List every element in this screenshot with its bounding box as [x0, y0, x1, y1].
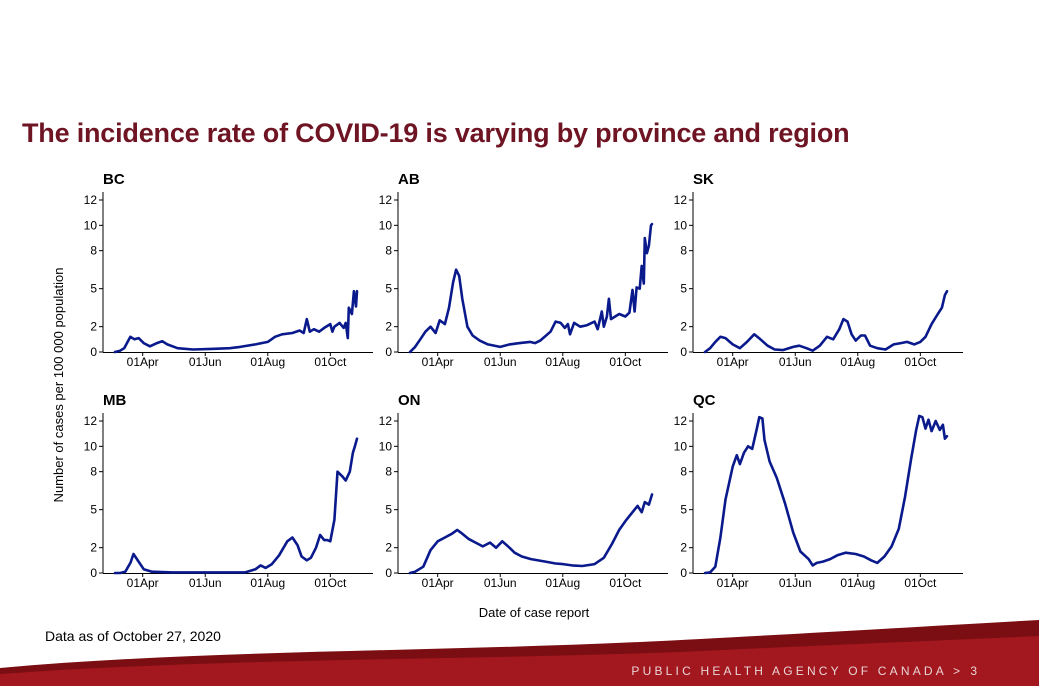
y-tick-label: 5: [385, 503, 392, 517]
footer-separator: >: [952, 664, 960, 678]
panel-label: MB: [103, 392, 126, 409]
y-tick-label: 10: [674, 218, 688, 232]
x-tick-label: 01Aug: [545, 576, 580, 590]
y-tick-label: 10: [84, 439, 98, 453]
y-tick-label: 5: [90, 503, 97, 517]
y-tick-label: 2: [90, 541, 97, 555]
incidence-line-ab: [408, 222, 654, 354]
panel-on: ON 0 2 5 8 10 12 01Apr 01Jun 01Aug 01Oct: [379, 392, 668, 590]
x-tick-label: 01Apr: [717, 355, 749, 369]
chart-panels: BC 0 2 5 8 10 12 01Apr 01Jun 01Aug 01Oct AB 0 2 5 8 10 12…: [84, 171, 963, 590]
y-tick-label: 2: [385, 541, 392, 555]
x-tick-label: 01Jun: [779, 576, 812, 590]
x-tick-label: 01Oct: [314, 355, 347, 369]
panel-label: ON: [398, 392, 421, 409]
y-tick-label: 0: [385, 345, 392, 359]
y-axis-label: Number of cases per 100 000 population: [51, 268, 66, 503]
panel-bc: BC 0 2 5 8 10 12 01Apr 01Jun 01Aug 01Oct: [84, 171, 373, 369]
x-tick-label: 01Apr: [717, 576, 749, 590]
y-tick-label: 0: [90, 566, 97, 580]
x-tick-label: 01Aug: [250, 355, 285, 369]
panel-label: SK: [693, 171, 714, 188]
panel-label: BC: [103, 171, 125, 188]
x-tick-label: 01Aug: [840, 355, 875, 369]
incidence-line-on: [408, 493, 654, 575]
slide-title: The incidence rate of COVID-19 is varyin…: [22, 118, 850, 148]
x-axis-label: Date of case report: [479, 605, 590, 620]
y-tick-label: 2: [680, 541, 687, 555]
y-tick-label: 8: [90, 244, 97, 258]
y-tick-label: 8: [385, 244, 392, 258]
x-tick-label: 01Oct: [609, 355, 642, 369]
page-number: 3: [970, 664, 977, 678]
y-tick-label: 12: [84, 193, 98, 207]
y-tick-label: 2: [385, 320, 392, 334]
x-tick-label: 01Apr: [127, 355, 159, 369]
y-tick-label: 12: [674, 193, 688, 207]
panel-label: QC: [693, 392, 716, 409]
panel-ab: AB 0 2 5 8 10 12 01Apr 01Jun 01Aug 01Oct: [379, 171, 668, 369]
y-tick-label: 0: [680, 566, 687, 580]
x-tick-label: 01Aug: [840, 576, 875, 590]
x-tick-label: 01Aug: [545, 355, 580, 369]
y-tick-label: 8: [90, 465, 97, 479]
panel-sk: SK 0 2 5 8 10 12 01Apr 01Jun 01Aug 01Oct: [674, 171, 963, 369]
x-tick-label: 01Jun: [484, 576, 517, 590]
x-tick-label: 01Apr: [127, 576, 159, 590]
x-tick-label: 01Oct: [904, 355, 937, 369]
x-tick-label: 01Oct: [314, 576, 347, 590]
incidence-line-bc: [113, 289, 359, 354]
panel-qc: QC 0 2 5 8 10 12 01Apr 01Jun 01Aug 01Oct: [674, 392, 963, 590]
y-tick-label: 2: [90, 320, 97, 334]
incidence-line-sk: [703, 289, 949, 354]
x-tick-label: 01Apr: [422, 355, 454, 369]
y-tick-label: 12: [379, 414, 393, 428]
y-tick-label: 0: [385, 566, 392, 580]
y-tick-label: 10: [674, 439, 688, 453]
x-tick-label: 01Oct: [904, 576, 937, 590]
y-tick-label: 5: [385, 282, 392, 296]
incidence-line-qc: [703, 414, 949, 575]
y-tick-label: 8: [680, 244, 687, 258]
y-tick-label: 12: [379, 193, 393, 207]
data-date-note: Data as of October 27, 2020: [45, 628, 221, 644]
y-tick-label: 8: [385, 465, 392, 479]
x-tick-label: 01Jun: [779, 355, 812, 369]
y-tick-label: 10: [84, 218, 98, 232]
x-tick-label: 01Oct: [609, 576, 642, 590]
y-tick-label: 8: [680, 465, 687, 479]
y-tick-label: 10: [379, 439, 393, 453]
y-tick-label: 0: [680, 345, 687, 359]
y-tick-label: 5: [680, 282, 687, 296]
y-tick-label: 12: [674, 414, 688, 428]
y-tick-label: 12: [84, 414, 98, 428]
x-tick-label: 01Jun: [484, 355, 517, 369]
x-tick-label: 01Aug: [250, 576, 285, 590]
x-tick-label: 01Jun: [189, 576, 222, 590]
x-tick-label: 01Apr: [422, 576, 454, 590]
x-tick-label: 01Jun: [189, 355, 222, 369]
y-tick-label: 2: [680, 320, 687, 334]
y-tick-label: 0: [90, 345, 97, 359]
panel-label: AB: [398, 171, 420, 188]
agency-name: PUBLIC HEALTH AGENCY OF CANADA: [631, 664, 947, 678]
y-tick-label: 10: [379, 218, 393, 232]
incidence-line-mb: [113, 437, 359, 575]
y-tick-label: 5: [680, 503, 687, 517]
panel-mb: MB 0 2 5 8 10 12 01Apr 01Jun 01Aug 01Oct: [84, 392, 373, 590]
y-tick-label: 5: [90, 282, 97, 296]
